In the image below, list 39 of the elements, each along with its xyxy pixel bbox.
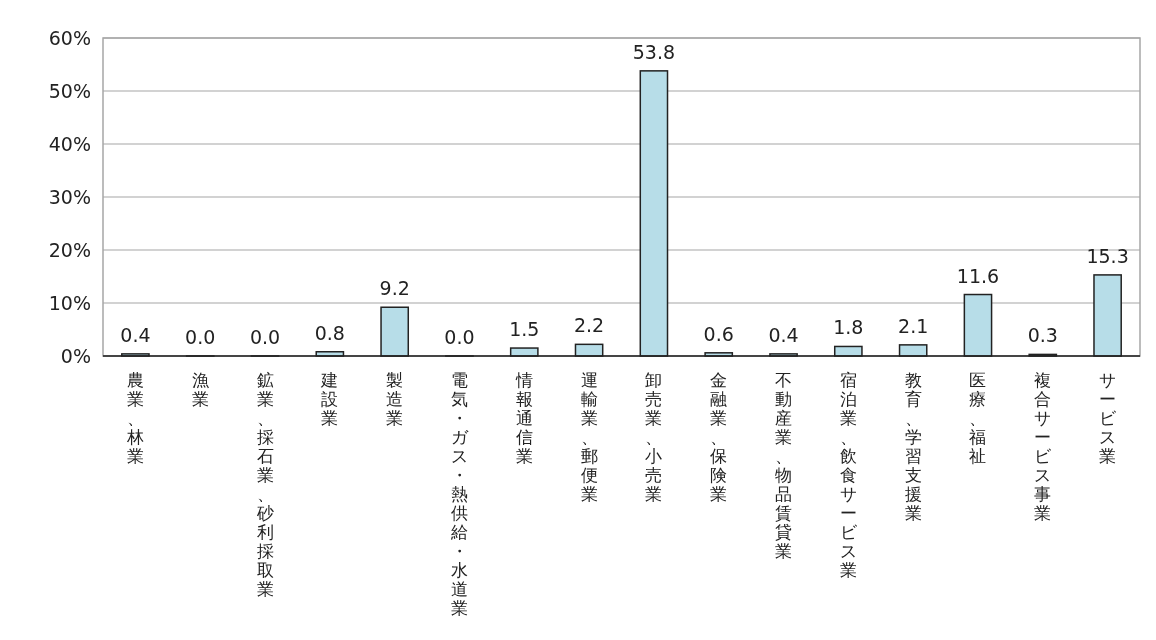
x-tick-label: 運輸業、郵便業 [580,370,598,504]
category-label: 宿泊業、飲食サービス業 [839,370,857,580]
x-tick-label: 情報通信業 [514,370,533,466]
data-label: 53.8 [632,40,676,63]
category-label: 不動産業、物品賃貸業 [775,370,793,561]
x-tick-label: 漁業 [191,370,209,409]
y-tick-label: 50% [48,80,91,102]
data-label: 0.4 [768,323,799,346]
data-label: 9.2 [379,277,410,300]
x-tick-label: 卸売業、小売業 [645,370,663,504]
x-tick-label: 金融業、保険業 [710,370,728,504]
data-label: 0.6 [703,322,734,345]
y-tick-label: 30% [48,186,91,208]
data-label: 11.6 [956,264,1000,287]
data-label: 2.1 [898,314,929,337]
data-label: 1.5 [509,318,540,341]
x-tick-label: サービス業 [1099,370,1118,466]
x-tick-label: 複合サービス事業 [1034,370,1053,523]
data-label: 0.4 [120,323,151,346]
data-label: 0.0 [185,326,216,348]
category-label: 電気・ガス・熱供給・水道業 [450,370,468,618]
data-label: 0.8 [314,321,345,344]
y-tick-label: 10% [48,292,91,314]
y-tick-label: 0% [60,345,91,367]
data-label: 0.0 [249,326,281,348]
data-label: 1.8 [833,316,864,339]
data-label: 0.0 [444,326,475,348]
y-tick-label: 40% [48,133,91,155]
x-tick-label: 農業、林業 [125,370,144,466]
data-label: 2.2 [573,314,605,337]
x-tick-label: 製造業 [386,370,404,428]
x-tick-label: 教育、学習支援業 [904,370,922,523]
data-label: 15.3 [1086,244,1129,267]
x-tick-label: 医療、福祉 [969,370,987,466]
y-tick-label: 60% [48,27,91,49]
x-tick-label: 建設業 [320,370,339,428]
category-label: 鉱業、採石業、砂利採取業 [256,370,274,599]
y-tick-label: 20% [48,239,91,261]
data-label: 0.3 [1027,324,1058,347]
